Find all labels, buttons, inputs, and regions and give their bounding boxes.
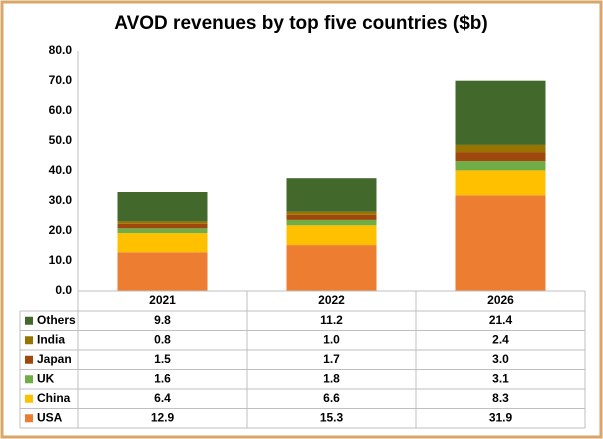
bar-segment: [455, 144, 546, 153]
bar-segment: [117, 233, 208, 253]
legend-label: USA: [37, 410, 63, 424]
table-value: 31.9: [489, 410, 513, 424]
y-tick-label: 30.0: [49, 193, 73, 207]
bar-segment: [286, 211, 377, 215]
table-value: 6.6: [323, 391, 340, 405]
table-value: 9.8: [154, 313, 171, 327]
y-tick-label: 50.0: [49, 133, 73, 147]
y-tick-label: 0.0: [55, 283, 72, 297]
bar-segment: [117, 192, 208, 222]
table-value: 8.3: [492, 391, 509, 405]
bar-segment: [286, 219, 377, 226]
bar-segment: [117, 223, 208, 229]
bar-segment: [286, 178, 377, 212]
table-value: 15.3: [320, 410, 344, 424]
table-value: 3.1: [492, 371, 509, 385]
bar-segment: [455, 152, 546, 162]
table-value: 1.0: [323, 332, 340, 346]
bar-segment: [455, 161, 546, 171]
legend-label: China: [37, 391, 71, 405]
table-value: 21.4: [489, 313, 513, 327]
table-value: 11.2: [320, 313, 343, 327]
bar-segment: [286, 225, 377, 246]
legend-key: [25, 336, 33, 345]
legend-key: [25, 394, 33, 403]
table-value: 0.8: [154, 332, 171, 346]
bar-segment: [455, 170, 546, 196]
legend-key: [25, 375, 33, 384]
y-tick-label: 80.0: [49, 43, 73, 57]
bar-segment: [455, 195, 546, 291]
legend-label: Others: [37, 313, 76, 327]
table-value: 3.0: [492, 352, 509, 366]
table-value: 1.5: [154, 352, 171, 366]
bar-segment: [286, 214, 377, 220]
x-tick-label: 2022: [318, 293, 345, 307]
y-tick-label: 10.0: [49, 253, 73, 267]
table-value: 2.4: [492, 332, 509, 346]
x-tick-label: 2021: [149, 293, 176, 307]
bar-segment: [455, 80, 546, 145]
legend-label: Japan: [37, 352, 72, 366]
chart-title: AVOD revenues by top five countries ($b): [114, 13, 487, 34]
legend-key: [25, 414, 33, 423]
table-value: 1.6: [154, 371, 171, 385]
bar-segment: [117, 221, 208, 224]
x-tick-label: 2026: [487, 293, 514, 307]
table-value: 1.7: [323, 352, 340, 366]
y-tick-label: 70.0: [49, 73, 73, 87]
table-value: 6.4: [154, 391, 171, 405]
table-value: 1.8: [323, 371, 340, 385]
bar-segment: [117, 228, 208, 234]
bar-segment: [286, 245, 377, 291]
table-value: 12.9: [151, 410, 175, 424]
legend-label: India: [37, 332, 65, 346]
legend-label: UK: [37, 371, 55, 385]
bar-segment: [117, 252, 208, 291]
y-tick-label: 60.0: [49, 103, 73, 117]
legend-key: [25, 316, 33, 325]
legend-key: [25, 355, 33, 364]
y-tick-label: 40.0: [49, 163, 73, 177]
y-tick-label: 20.0: [49, 223, 73, 237]
